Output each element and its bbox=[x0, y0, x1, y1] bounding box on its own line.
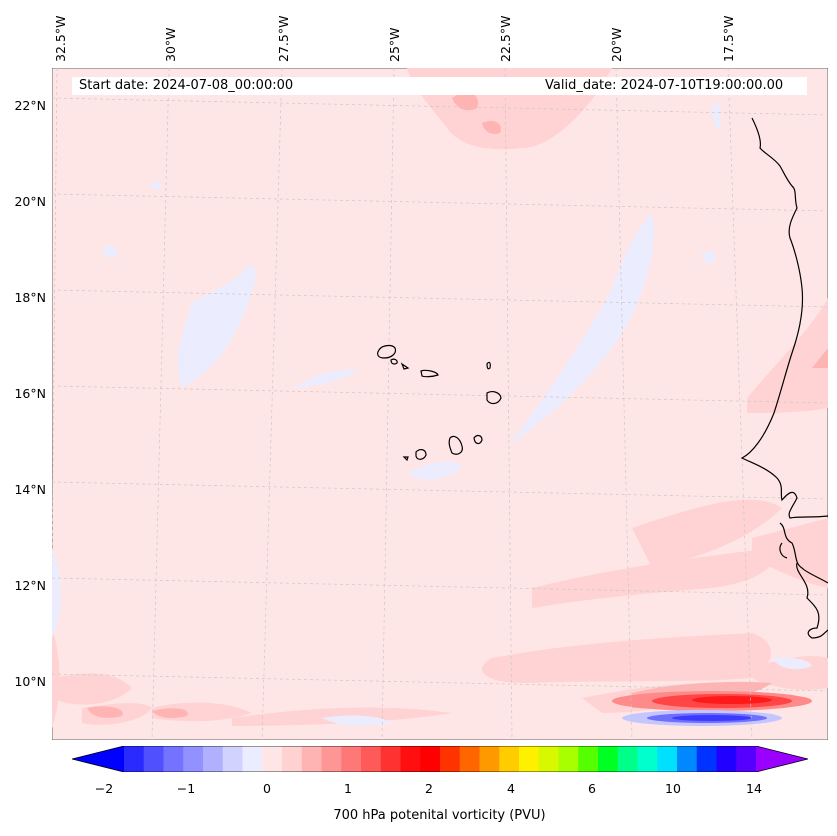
colorbar-label: 700 hPa potenital vorticity (PVU) bbox=[333, 808, 546, 823]
lat-label-14n: 14°N bbox=[14, 482, 46, 497]
colorbar-segment bbox=[736, 746, 757, 772]
cape-verde-islands bbox=[377, 344, 502, 462]
lon-label-30w: 30°W bbox=[163, 27, 178, 62]
colorbar-segment bbox=[321, 746, 342, 772]
colorbar-segment bbox=[677, 746, 698, 772]
colorbar-extend-max bbox=[756, 746, 808, 772]
colorbar-segment bbox=[716, 746, 737, 772]
colorbar-segment bbox=[282, 746, 303, 772]
colorbar-segment bbox=[558, 746, 579, 772]
colorbar-segment bbox=[301, 746, 323, 772]
graticule bbox=[52, 68, 828, 740]
map-background bbox=[52, 68, 828, 740]
colorbar-segment bbox=[203, 746, 224, 772]
cb-tick-10: 10 bbox=[665, 781, 681, 796]
colorbar-segment bbox=[341, 746, 362, 772]
colorbar-segment bbox=[519, 746, 540, 772]
colorbar-segment bbox=[598, 746, 619, 772]
colorbar-segment bbox=[242, 746, 263, 772]
colorbar bbox=[72, 746, 808, 772]
cb-tick-14: 14 bbox=[746, 781, 762, 796]
cb-tick-2: 2 bbox=[425, 781, 433, 796]
cb-tick-4: 4 bbox=[507, 781, 515, 796]
lon-label-22-5w: 22.5°W bbox=[498, 15, 513, 62]
lat-label-22n: 22°N bbox=[14, 98, 46, 113]
colorbar-segment bbox=[222, 746, 244, 772]
header-bar bbox=[72, 77, 807, 95]
colorbar-segment bbox=[637, 746, 658, 772]
cb-tick-neg1: −1 bbox=[176, 781, 196, 796]
lat-label-20n: 20°N bbox=[14, 194, 46, 209]
colorbar-segment bbox=[617, 746, 639, 772]
cb-tick-1: 1 bbox=[344, 781, 352, 796]
valid-date-label: Valid_date: 2024-07-10T19:00:00.00 bbox=[545, 78, 784, 93]
colorbar-segment bbox=[262, 746, 283, 772]
colorbar-segment bbox=[400, 746, 421, 772]
start-date-label: Start date: 2024-07-08_00:00:00 bbox=[79, 78, 294, 93]
pv-blue-feature bbox=[622, 710, 782, 726]
lat-label-18n: 18°N bbox=[14, 290, 46, 305]
cb-tick-0: 0 bbox=[263, 781, 271, 796]
colorbar-segment bbox=[361, 746, 382, 772]
colorbar-segment bbox=[459, 746, 481, 772]
cb-tick-neg2: −2 bbox=[94, 781, 114, 796]
lat-label-16n: 16°N bbox=[14, 386, 46, 401]
lon-label-25w: 25°W bbox=[387, 27, 402, 62]
lon-label-27-5w: 27.5°W bbox=[276, 15, 291, 62]
colorbar-segment bbox=[499, 746, 520, 772]
colorbar-segment bbox=[163, 746, 184, 772]
colorbar-segment bbox=[420, 746, 441, 772]
pv-map bbox=[52, 68, 828, 740]
lon-label-20w: 20°W bbox=[609, 27, 624, 62]
colorbar-segment bbox=[578, 746, 599, 772]
colorbar-segment bbox=[183, 746, 204, 772]
lat-label-10n: 10°N bbox=[14, 674, 46, 689]
africa-coastline bbox=[740, 117, 828, 639]
colorbar-segment bbox=[479, 746, 500, 772]
colorbar-segment bbox=[538, 746, 560, 772]
colorbar-segment bbox=[380, 746, 402, 772]
colorbar-segment bbox=[696, 746, 718, 772]
cb-tick-6: 6 bbox=[588, 781, 596, 796]
colorbar-segment bbox=[440, 746, 461, 772]
colorbar-segment bbox=[657, 746, 678, 772]
lat-label-12n: 12°N bbox=[14, 578, 46, 593]
lon-label-17-5w: 17.5°W bbox=[721, 15, 736, 62]
lon-label-32-5w: 32.5°W bbox=[53, 15, 68, 62]
pv-light-blue-patches bbox=[52, 102, 812, 726]
colorbar-segment bbox=[143, 746, 165, 772]
colorbar-extend-min bbox=[72, 746, 124, 772]
colorbar-segment bbox=[124, 746, 145, 772]
pv-red-feature bbox=[612, 691, 812, 711]
